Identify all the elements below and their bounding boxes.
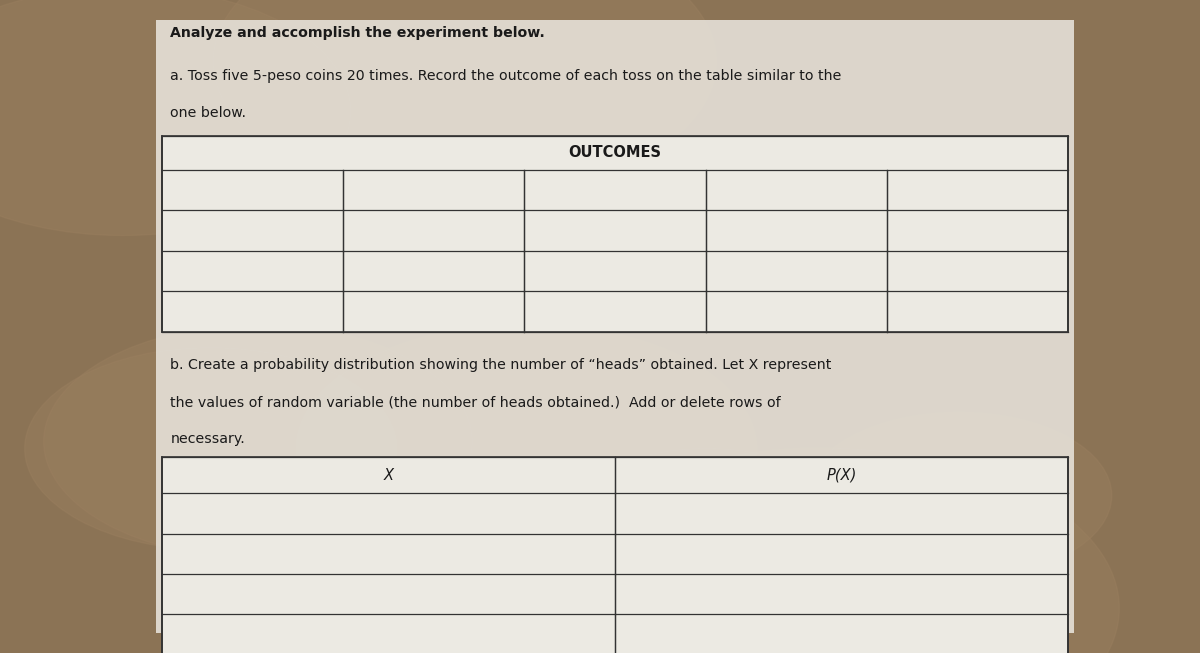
- Circle shape: [806, 413, 1111, 579]
- Text: one below.: one below.: [170, 106, 246, 120]
- Circle shape: [558, 448, 854, 609]
- Bar: [162, 136, 1068, 332]
- Bar: [162, 457, 1068, 653]
- Text: the values of random variable (the number of heads obtained.)  Add or delete row: the values of random variable (the numbe…: [170, 395, 781, 409]
- Circle shape: [25, 347, 396, 550]
- Text: a. Toss five 5-peso coins 20 times. Record the outcome of each toss on the table: a. Toss five 5-peso coins 20 times. Reco…: [170, 69, 841, 82]
- Bar: [156, 20, 1074, 633]
- Circle shape: [0, 0, 350, 236]
- Circle shape: [296, 324, 757, 575]
- Text: X: X: [384, 468, 394, 483]
- Text: Analyze and accomplish the experiment below.: Analyze and accomplish the experiment be…: [170, 26, 545, 40]
- Text: OUTCOMES: OUTCOMES: [569, 146, 661, 160]
- Circle shape: [43, 325, 473, 558]
- Text: P(X): P(X): [827, 468, 857, 483]
- Circle shape: [212, 0, 716, 199]
- Text: necessary.: necessary.: [170, 432, 245, 446]
- Circle shape: [530, 448, 1120, 653]
- Text: b. Create a probability distribution showing the number of “heads” obtained. Let: b. Create a probability distribution sho…: [170, 358, 832, 372]
